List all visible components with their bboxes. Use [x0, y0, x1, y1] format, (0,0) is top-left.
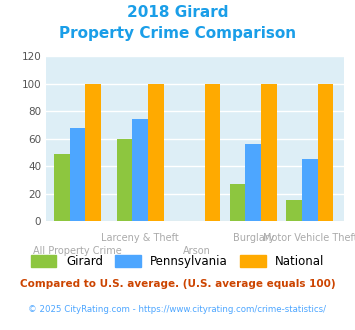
Text: Larceny & Theft: Larceny & Theft — [102, 233, 179, 243]
Bar — [148, 83, 164, 221]
Text: Arson: Arson — [183, 246, 211, 256]
Text: 2018 Girard: 2018 Girard — [127, 5, 228, 20]
Bar — [117, 139, 132, 221]
Bar — [70, 128, 86, 221]
Text: All Property Crime: All Property Crime — [33, 246, 122, 256]
Bar — [205, 83, 220, 221]
Bar — [318, 83, 333, 221]
Text: Compared to U.S. average. (U.S. average equals 100): Compared to U.S. average. (U.S. average … — [20, 279, 335, 289]
Bar — [302, 159, 318, 221]
Text: Property Crime Comparison: Property Crime Comparison — [59, 26, 296, 41]
Bar — [132, 119, 148, 221]
Bar — [286, 200, 302, 221]
Text: © 2025 CityRating.com - https://www.cityrating.com/crime-statistics/: © 2025 CityRating.com - https://www.city… — [28, 305, 327, 314]
Bar — [86, 83, 101, 221]
Bar — [54, 154, 70, 221]
Text: Burglary: Burglary — [233, 233, 274, 243]
Bar — [245, 144, 261, 221]
Bar — [261, 83, 277, 221]
Legend: Girard, Pennsylvania, National: Girard, Pennsylvania, National — [26, 250, 329, 273]
Bar — [230, 184, 245, 221]
Text: Motor Vehicle Theft: Motor Vehicle Theft — [262, 233, 355, 243]
